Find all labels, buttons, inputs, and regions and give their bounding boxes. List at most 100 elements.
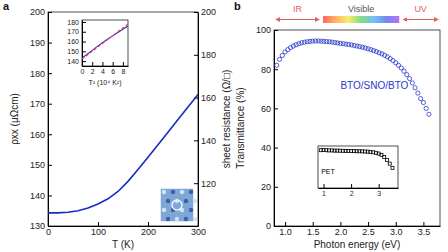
tick-mark <box>48 12 52 13</box>
tick-label: 1.0 <box>279 227 292 237</box>
panel: 123PET <box>308 140 404 201</box>
data-point <box>360 45 364 49</box>
tick: 3.5 <box>418 222 431 237</box>
x-axis: 02468 <box>81 62 129 75</box>
axis-line <box>83 66 129 67</box>
tick-label: 2 <box>91 68 95 75</box>
tick: 0 <box>266 221 278 231</box>
plot-frame <box>274 30 440 226</box>
region-bar <box>323 16 399 23</box>
region-label: IR <box>293 4 303 14</box>
axis-line <box>48 13 49 227</box>
axis-line <box>274 31 275 227</box>
panel: 0100200300130140150160170180190200120140… <box>3 0 232 250</box>
data-point <box>391 58 395 62</box>
data-point <box>297 42 301 46</box>
tick-label: 200 <box>201 7 216 17</box>
inset-background <box>308 140 404 201</box>
tick-mark <box>274 187 278 188</box>
tick-mark <box>48 73 52 74</box>
tick-label: 160 <box>30 130 45 140</box>
x-axis-title: T (K) <box>112 239 134 250</box>
tick-mark <box>48 195 52 196</box>
tick-mark <box>396 222 397 226</box>
tick-label: 170 <box>67 28 79 35</box>
region-arrow <box>276 19 319 20</box>
panel-label: b <box>234 0 241 12</box>
tick: 190 <box>30 38 52 48</box>
tick-label: 160 <box>67 38 79 45</box>
data-point <box>421 100 425 104</box>
tick: 180 <box>194 50 216 60</box>
data-line <box>82 24 128 59</box>
tick-mark <box>340 222 341 226</box>
plot-area <box>82 24 128 59</box>
region-label: UV <box>414 4 427 14</box>
data-point <box>283 50 287 54</box>
tick-label: 140 <box>67 58 79 65</box>
tick: 1.5 <box>307 222 320 237</box>
tick-mark <box>351 184 352 188</box>
tick-label: 120 <box>201 179 216 189</box>
tick: 130 <box>30 221 52 231</box>
tick-mark <box>48 104 52 105</box>
plot-area <box>275 39 431 117</box>
tick: 20 <box>261 182 278 192</box>
tick: 3.0 <box>390 222 403 237</box>
region-arrow <box>403 19 438 20</box>
data-point <box>419 97 423 101</box>
tick-label: 140 <box>201 136 216 146</box>
tick-mark <box>313 222 314 226</box>
tick-label: 100 <box>256 25 271 35</box>
tick-label: 20 <box>261 182 271 192</box>
tick-label: 170 <box>30 99 45 109</box>
x-axis: 1.0 1.5 2.0 2.5 3.0 3.5 <box>275 222 441 237</box>
tick-label: 2.5 <box>362 227 375 237</box>
data-point <box>385 158 388 161</box>
tick-mark <box>98 222 99 226</box>
tick: 160 <box>30 130 52 140</box>
data-point <box>388 162 391 165</box>
data-point <box>366 47 370 51</box>
tick-mark <box>123 62 124 66</box>
tick: 1.0 <box>279 222 292 237</box>
tick-label: 3.5 <box>418 227 431 237</box>
tick-label: 190 <box>30 38 45 48</box>
tick-label: 200 <box>30 7 45 17</box>
tick-label: 180 <box>30 69 45 79</box>
plot-frame <box>318 146 398 188</box>
data-point <box>372 48 376 52</box>
tick-mark <box>285 222 286 226</box>
tick-mark <box>274 69 278 70</box>
tick-mark <box>148 222 149 226</box>
tick-label: 3.0 <box>390 227 403 237</box>
tick-label: 3 <box>377 190 381 197</box>
tick: 60 <box>261 104 278 114</box>
data-point <box>410 81 414 85</box>
data-point <box>413 86 417 90</box>
tick: 180 <box>30 69 52 79</box>
tick-label: 80 <box>261 65 271 75</box>
data-point <box>416 91 420 95</box>
tick: 2.5 <box>362 222 375 237</box>
tick-label: 150 <box>30 160 45 170</box>
tick-label: 2.0 <box>335 227 348 237</box>
series-label: BTO/SNO/BTO <box>340 80 408 91</box>
tick-mark <box>194 183 198 184</box>
tick-label: 300 <box>191 227 206 237</box>
tick-mark <box>324 184 325 188</box>
structure-image <box>160 188 197 222</box>
data-point <box>394 61 398 65</box>
tick-mark <box>379 184 380 188</box>
tick-label: 160 <box>201 93 216 103</box>
tick: 140 <box>194 136 216 146</box>
chart-svg: 0 100 200 300 130 140 150 160 170 180 190 200 120 140… <box>0 0 448 252</box>
tick-label: 60 <box>261 104 271 114</box>
inset-background <box>66 16 132 91</box>
region-label: Visible <box>348 4 374 14</box>
tick-mark <box>274 226 278 227</box>
tick: 160 <box>67 38 86 45</box>
tick-mark <box>82 22 86 23</box>
tick: 200 <box>194 7 216 17</box>
axis-line <box>198 13 199 227</box>
